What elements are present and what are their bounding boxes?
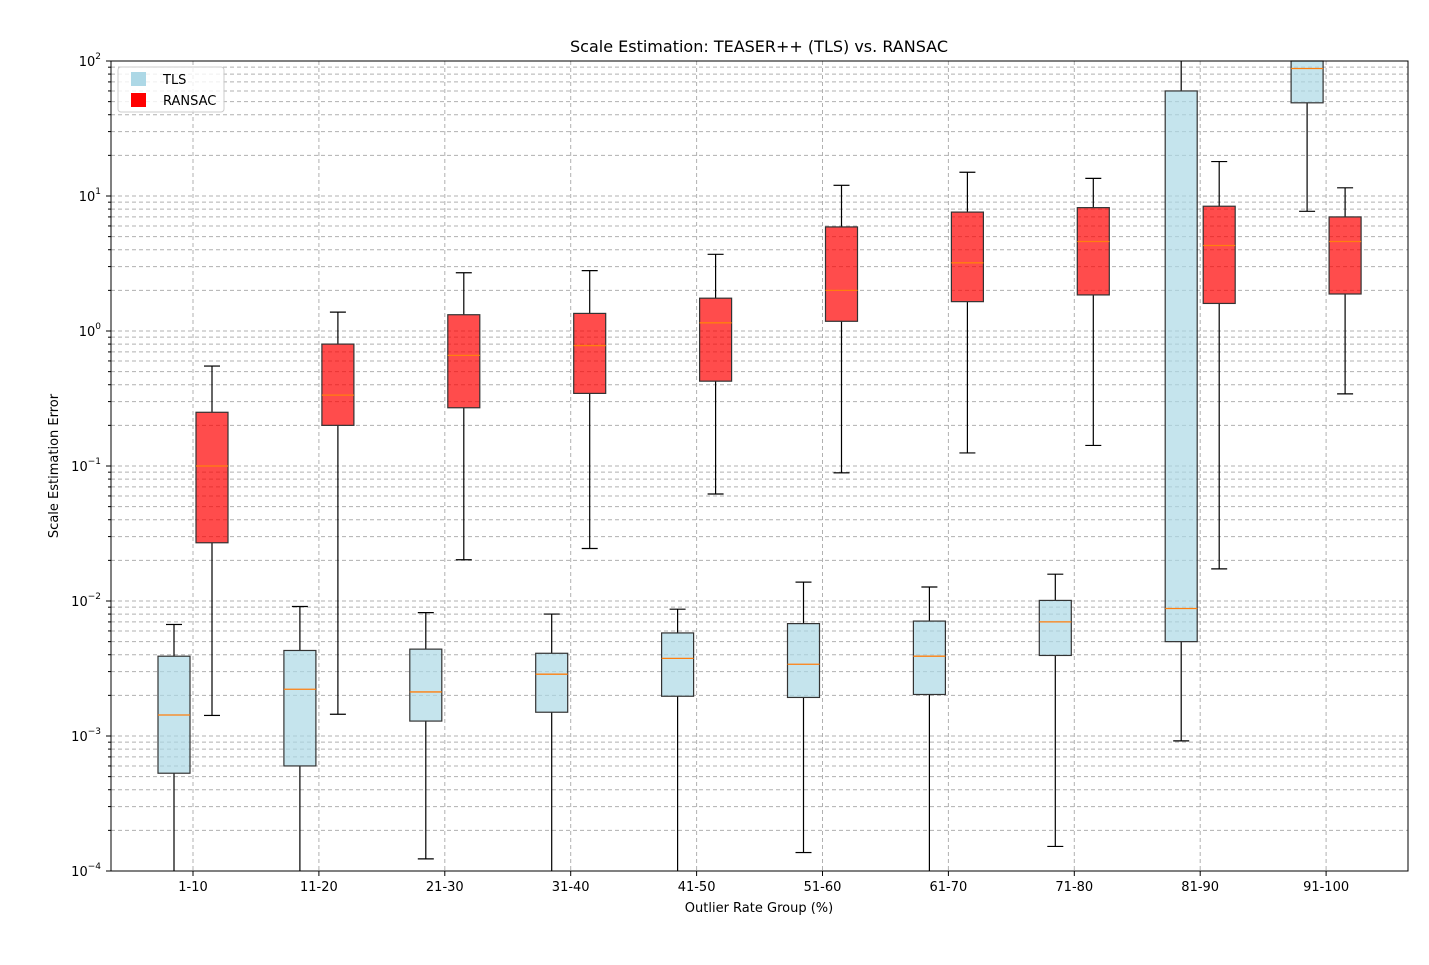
y-tick-label: 10−2 [71, 592, 101, 610]
ransac-box [824, 226, 859, 322]
y-tick-label: 101 [79, 187, 101, 205]
tls-box [409, 648, 443, 722]
y-tick-label: 10−4 [71, 862, 101, 880]
x-tick-label: 71-80 [1055, 880, 1093, 895]
tls-box [1038, 599, 1072, 657]
tls-box [1164, 90, 1198, 643]
ransac-box [573, 312, 607, 394]
x-tick-label: 41-50 [678, 880, 716, 895]
y-tick-label: 100 [79, 322, 102, 340]
y-tick-label: 10−3 [71, 727, 101, 745]
x-axis-label: Outlier Rate Group (%) [685, 901, 833, 916]
legend: TLS RANSAC [117, 66, 225, 113]
box-plots [157, 60, 1362, 871]
y-axis-label: Scale Estimation Error [47, 393, 62, 538]
ransac-box [447, 314, 481, 409]
ransac-box [950, 211, 985, 303]
tls-box [912, 620, 947, 696]
tls-box [535, 652, 569, 713]
legend-swatch-ransac [131, 93, 146, 107]
y-tick-label: 102 [79, 52, 101, 70]
ransac-box [698, 297, 733, 382]
ransac-box [1076, 207, 1110, 296]
x-tick-label: 51-60 [804, 880, 842, 895]
ransac-box [1328, 216, 1362, 295]
y-tick-label: 10−1 [71, 457, 101, 475]
plot-frame [110, 60, 1409, 872]
x-tick-label: 1-10 [178, 880, 208, 895]
x-tick-label: 11-20 [300, 880, 338, 895]
ransac-box [321, 343, 355, 426]
tls-box [1290, 60, 1324, 104]
x-tick-label: 21-30 [426, 880, 464, 895]
chart-title: Scale Estimation: TEASER++ (TLS) vs. RAN… [570, 37, 948, 56]
tls-box [786, 623, 821, 699]
x-tick-label: 31-40 [552, 880, 590, 895]
x-tick-label: 81-90 [1181, 880, 1219, 895]
ransac-box [195, 411, 229, 544]
legend-label-ransac: RANSAC [163, 94, 216, 109]
legend-swatch-tls [131, 72, 146, 86]
tls-box [283, 649, 317, 767]
axis-ticks: 1-10 11-20 21-30 31-40 41-50 51-60 61-70 71-80 8… [71, 52, 1349, 895]
tls-box [660, 632, 695, 697]
legend-label-tls: TLS [162, 73, 186, 88]
x-tick-label: 91-100 [1303, 880, 1349, 895]
ransac-box [1202, 205, 1236, 305]
x-tick-label: 61-70 [930, 880, 968, 895]
